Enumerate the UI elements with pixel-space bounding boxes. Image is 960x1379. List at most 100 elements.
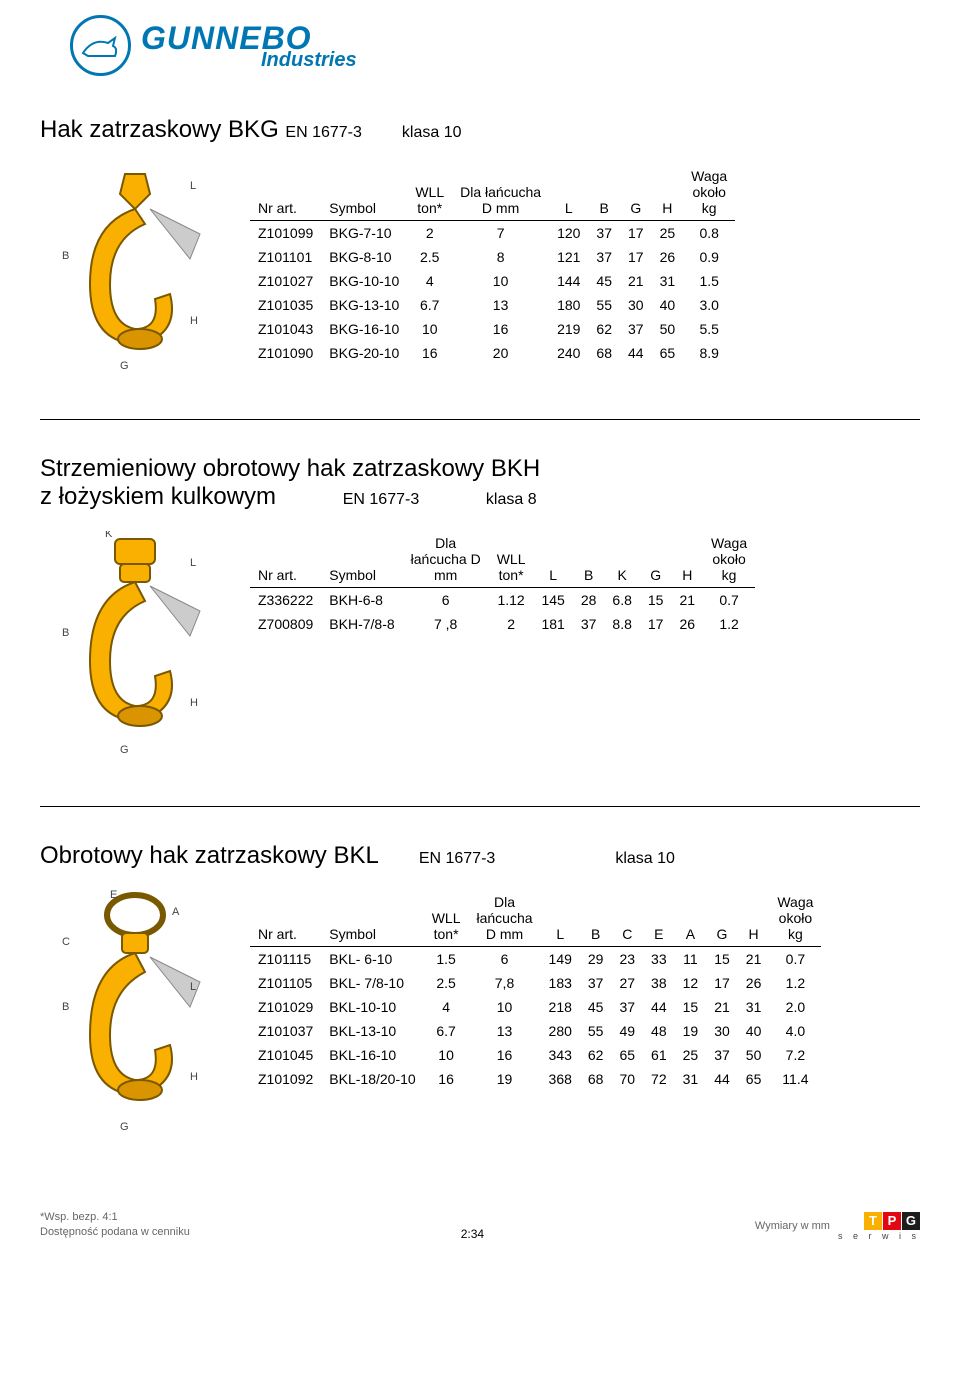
table-row: Z101101BKG-8-102.581213717260.9 [250,245,735,269]
table-row: Z101105BKL- 7/8-102.57,81833727381217261… [250,971,821,995]
tpg-square: P [883,1212,901,1230]
table-cell: 26 [652,245,684,269]
column-header: K [604,531,639,588]
table-cell: 65 [611,1043,643,1067]
table-cell: 183 [541,971,580,995]
column-header: C [611,890,643,947]
tpg-square: G [902,1212,920,1230]
svg-text:H: H [190,315,198,327]
table-cell: 40 [738,1019,770,1043]
divider [40,419,920,420]
table-cell: 8.9 [683,341,735,365]
column-header: B [580,890,612,947]
table-cell: 26 [738,971,770,995]
table-cell: Z101092 [250,1067,321,1091]
table-cell: BKL-16-10 [321,1043,423,1067]
product-diagram-bkh: KBLHG [40,531,220,761]
table-cell: 17 [620,221,652,246]
table-row: Z101035BKG-13-106.7131805530403.0 [250,293,735,317]
table-row: Z101115BKL- 6-101.561492923331115210.7 [250,947,821,972]
table-cell: 37 [588,221,620,246]
column-header: Symbol [321,890,423,947]
table-cell: Z101045 [250,1043,321,1067]
column-header: Nr art. [250,890,321,947]
column-header: Symbol [321,164,407,221]
table-cell: 19 [675,1019,707,1043]
table-cell: 38 [643,971,675,995]
table-cell: 16 [424,1067,469,1091]
table-row: Z101043BKG-16-1010162196237505.5 [250,317,735,341]
table-cell: Z336222 [250,588,321,613]
table-cell: 68 [588,341,620,365]
table-cell: 0.8 [683,221,735,246]
table-cell: 37 [706,1043,738,1067]
column-header: Wagaokołokg [769,890,821,947]
section-class: klasa 10 [402,124,462,142]
footer-wsp: *Wsp. bezp. 4:1 [40,1210,190,1225]
table-cell: 44 [706,1067,738,1091]
table-row: Z101092BKL-18/20-10161936868707231446511… [250,1067,821,1091]
table-cell: 16 [468,1043,540,1067]
column-header: Nr art. [250,531,321,588]
table-row: Z101045BKL-16-1010163436265612537507.2 [250,1043,821,1067]
table-cell: 37 [611,995,643,1019]
table-cell: 219 [549,317,588,341]
data-table-bkh: Nr art.SymbolDlałańcucha DmmWLLton*LBKGH… [250,531,755,636]
table-cell: 20 [452,341,549,365]
table-cell: BKG-10-10 [321,269,407,293]
column-header: L [533,531,572,588]
table-cell: 15 [675,995,707,1019]
section-title-row: Hak zatrzaskowy BKG EN 1677-3 klasa 10 [40,116,920,144]
table-cell: 55 [580,1019,612,1043]
table-cell: BKL- 6-10 [321,947,423,972]
table-cell: BKG-16-10 [321,317,407,341]
table-cell: 13 [452,293,549,317]
svg-text:C: C [62,936,70,948]
table-cell: BKG-20-10 [321,341,407,365]
table-cell: 30 [620,293,652,317]
logo-emblem [70,15,131,76]
column-header: B [588,164,620,221]
svg-text:G: G [120,360,129,372]
table-cell: 6 [403,588,489,613]
column-header: Nr art. [250,164,321,221]
table-cell: 61 [643,1043,675,1067]
table-cell: 0.9 [683,245,735,269]
product-diagram-bkg: BL HG [40,164,220,374]
table-cell: Z101037 [250,1019,321,1043]
table-cell: 10 [407,317,452,341]
table-cell: 25 [675,1043,707,1067]
table-cell: Z101115 [250,947,321,972]
table-cell: 2 [489,612,534,636]
table-cell: Z101105 [250,971,321,995]
svg-text:L: L [190,557,196,569]
table-cell: 2.5 [424,971,469,995]
table-cell: Z101027 [250,269,321,293]
table-cell: 0.7 [703,588,755,613]
table-cell: 10 [424,1043,469,1067]
table-cell: Z101090 [250,341,321,365]
table-row: Z101037BKL-13-106.7132805549481930404.0 [250,1019,821,1043]
table-cell: 181 [533,612,572,636]
table-cell: BKH-6-8 [321,588,402,613]
table-cell: 27 [611,971,643,995]
table-cell: 55 [588,293,620,317]
table-cell: 65 [652,341,684,365]
table-cell: 21 [738,947,770,972]
table-cell: 17 [706,971,738,995]
table-cell: 7.2 [769,1043,821,1067]
footer-avail: Dostępność podana w cenniku [40,1225,190,1240]
table-cell: 16 [452,317,549,341]
table-cell: 37 [620,317,652,341]
column-header: WLLton* [407,164,452,221]
section-title: Hak zatrzaskowy BKG EN 1677-3 [40,116,362,144]
table-cell: 45 [580,995,612,1019]
column-header: Dla łańcuchaD mm [452,164,549,221]
table-cell: BKL- 7/8-10 [321,971,423,995]
column-header: H [671,531,703,588]
table-cell: 25 [652,221,684,246]
table-cell: Z101029 [250,995,321,1019]
svg-text:L: L [190,180,196,192]
table-cell: 37 [573,612,605,636]
table-cell: 44 [620,341,652,365]
